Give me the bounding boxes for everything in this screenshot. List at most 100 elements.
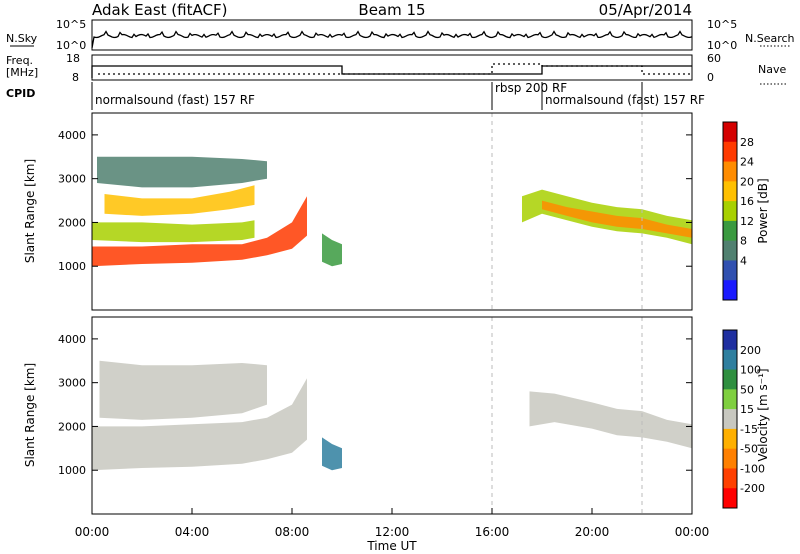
colorbar-tick-label: 4 xyxy=(740,254,747,267)
colorbar-tick-label: -50 xyxy=(740,443,758,456)
colorbar-tick-label: 15 xyxy=(740,403,754,416)
colorbar-frame xyxy=(722,121,738,301)
x-axis-label: Time UT xyxy=(366,539,417,553)
echo-band xyxy=(92,220,255,243)
colorbar-swatch xyxy=(723,468,737,489)
echo-band xyxy=(97,156,267,188)
colorbar-swatch xyxy=(723,260,737,281)
x-tick-label: 04:00 xyxy=(175,525,210,539)
colorbar-swatch xyxy=(723,122,737,143)
velocity-yticks: 4000 3000 2000 1000 xyxy=(58,333,692,477)
nave-tick-bottom: 0 xyxy=(707,71,714,84)
nsky-panel-frame xyxy=(91,19,693,51)
velocity-panel xyxy=(92,317,692,514)
power-panel-frame xyxy=(91,112,693,311)
y-tick-label: 4000 xyxy=(58,333,86,346)
colorbar-tick-label: 50 xyxy=(740,383,754,396)
echo-band xyxy=(92,196,307,267)
colorbar-tick-label: 12 xyxy=(740,215,754,228)
colorbar-swatch xyxy=(723,428,737,450)
colorbar-swatch xyxy=(723,161,737,182)
colorbar-tick-label: 20 xyxy=(740,175,754,188)
colorbar-swatch xyxy=(723,201,737,222)
colorbar-tick-label: 100 xyxy=(740,364,761,377)
power-colorbar-label: Power [dB] xyxy=(756,178,770,243)
colorbar-swatch xyxy=(723,330,737,351)
colorbar-swatch xyxy=(723,141,737,163)
nsearch-label: N.Search xyxy=(745,32,795,45)
echo-band xyxy=(104,185,255,216)
colorbar-tick-label: -15 xyxy=(740,423,758,436)
velocity-colorbar-label: Velocity [m s⁻¹] xyxy=(756,368,770,461)
nave-label: Nave xyxy=(758,63,786,76)
colorbar-swatch xyxy=(723,369,737,390)
colorbar-swatch xyxy=(723,280,737,301)
freq-panel-frame xyxy=(91,54,693,81)
colorbar-swatch xyxy=(723,349,737,371)
colorbar-swatch xyxy=(723,409,737,430)
colorbar-tick-label: 16 xyxy=(740,195,754,208)
colorbar-tick-label: 28 xyxy=(740,136,754,149)
x-tick-label: 20:00 xyxy=(575,525,610,539)
cpid-segment-label: rbsp 200 RF xyxy=(495,81,567,95)
site-title: Adak East (fitACF) xyxy=(92,1,227,19)
nave-line xyxy=(98,63,692,75)
cpid-segment-label: normalsound (fast) 157 RF xyxy=(545,93,705,107)
colorbar-swatch xyxy=(723,389,737,410)
nsky-tick-top: 10^5 xyxy=(56,18,86,31)
power-yticks: 4000 3000 2000 1000 xyxy=(58,129,692,273)
y-tick-label: 3000 xyxy=(58,173,86,186)
echo-band xyxy=(542,200,692,238)
velocity-ylabel: Slant Range [km] xyxy=(23,363,37,467)
y-tick-label: 1000 xyxy=(58,260,86,273)
colorbar-frame xyxy=(722,329,738,509)
nsky-label: N.Sky xyxy=(6,32,38,45)
x-tick-label: 00:00 xyxy=(75,525,110,539)
colorbar-swatch xyxy=(723,240,737,261)
x-tick-label: 08:00 xyxy=(275,525,310,539)
nsky-tick-bottom: 10^0 xyxy=(56,39,86,52)
echo-band xyxy=(322,437,342,471)
y-tick-label: 4000 xyxy=(58,129,86,142)
power-colorbar: 28 24 20 16 12 8 4 xyxy=(722,121,754,301)
y-tick-label: 2000 xyxy=(58,216,86,229)
colorbar-swatch xyxy=(723,448,737,469)
date-title: 05/Apr/2014 xyxy=(599,1,692,19)
echo-band xyxy=(92,378,307,471)
colorbar-tick-label: -100 xyxy=(740,462,765,475)
nsky-line xyxy=(91,30,693,49)
cpid-label: CPID xyxy=(6,87,35,100)
colorbar-tick-label: -200 xyxy=(740,482,765,495)
echo-band xyxy=(529,391,692,449)
freq-tick-top: 18 xyxy=(66,52,80,65)
echo-band xyxy=(322,233,342,267)
colorbar-swatch xyxy=(723,181,737,202)
x-tick-label: 16:00 xyxy=(475,525,510,539)
y-tick-label: 2000 xyxy=(58,420,86,433)
x-tick-label: 12:00 xyxy=(375,525,410,539)
beam-title: Beam 15 xyxy=(358,1,425,19)
colorbar-tick-label: 200 xyxy=(740,344,761,357)
x-tick-label: 00:00 xyxy=(675,525,710,539)
echo-band xyxy=(99,360,267,420)
cpid-segment-label: normalsound (fast) 157 RF xyxy=(95,93,255,107)
freq-label-1: Freq. xyxy=(6,54,33,67)
power-panel xyxy=(92,113,692,310)
x-ticks: 00:00 04:00 08:00 12:00 16:00 20:00 00:00 xyxy=(75,508,710,539)
freq-tick-bottom: 8 xyxy=(72,71,79,84)
colorbar-tick-label: 24 xyxy=(740,156,754,169)
velocity-colorbar: 200 100 50 15 -15 -50 -100 -200 xyxy=(722,329,765,509)
colorbar-swatch xyxy=(723,488,737,509)
colorbar-tick-label: 8 xyxy=(740,235,747,248)
nave-tick-top: 60 xyxy=(707,52,721,65)
freq-line xyxy=(91,65,692,78)
nsearch-tick-bottom: 10^0 xyxy=(707,39,737,52)
colorbar-swatch xyxy=(723,220,737,242)
y-tick-label: 3000 xyxy=(58,377,86,390)
y-tick-label: 1000 xyxy=(58,464,86,477)
power-ylabel: Slant Range [km] xyxy=(23,159,37,263)
nsearch-tick-top: 10^5 xyxy=(707,18,737,31)
freq-label-2: [MHz] xyxy=(6,66,38,79)
